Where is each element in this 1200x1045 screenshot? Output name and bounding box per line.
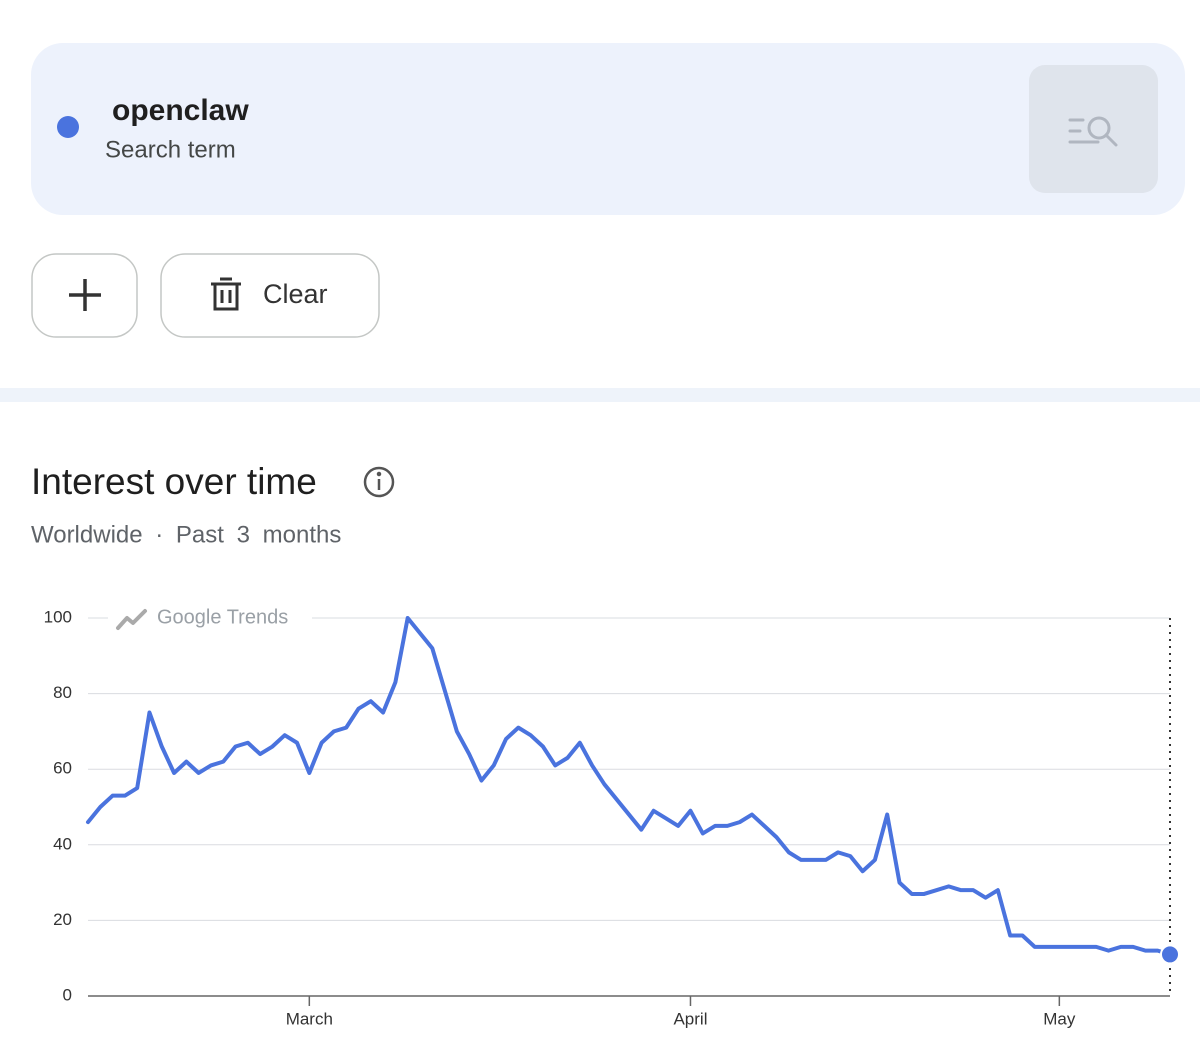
chart-subtitle: Worldwide · Past 3 months [31,521,341,548]
compare-button[interactable] [1029,65,1158,193]
search-card [31,43,1185,215]
watermark-bg [108,604,312,632]
y-tick-label: 40 [53,834,72,853]
x-tick-label: May [1043,1009,1076,1028]
chart-title: Interest over time [31,461,317,502]
clear-button[interactable]: Clear [160,253,380,338]
x-tick-label: March [286,1009,333,1028]
last-point [1160,944,1180,965]
y-tick-label: 20 [53,910,72,929]
y-tick-label: 100 [44,607,72,626]
add-button[interactable] [31,253,138,338]
section-divider [0,388,1200,402]
x-tick-label: April [673,1009,707,1028]
search-term: openclaw [112,94,249,127]
watermark: Google Trends [157,606,288,628]
series-dot [57,116,79,138]
clear-label: Clear [263,279,328,309]
y-tick-label: 60 [53,759,72,778]
info-icon[interactable] [363,466,395,498]
y-tick-label: 0 [63,985,72,1004]
series-line [86,616,1172,957]
search-term-type: Search term [105,136,236,163]
watermark-icon [116,609,147,630]
y-tick-label: 80 [53,683,72,702]
